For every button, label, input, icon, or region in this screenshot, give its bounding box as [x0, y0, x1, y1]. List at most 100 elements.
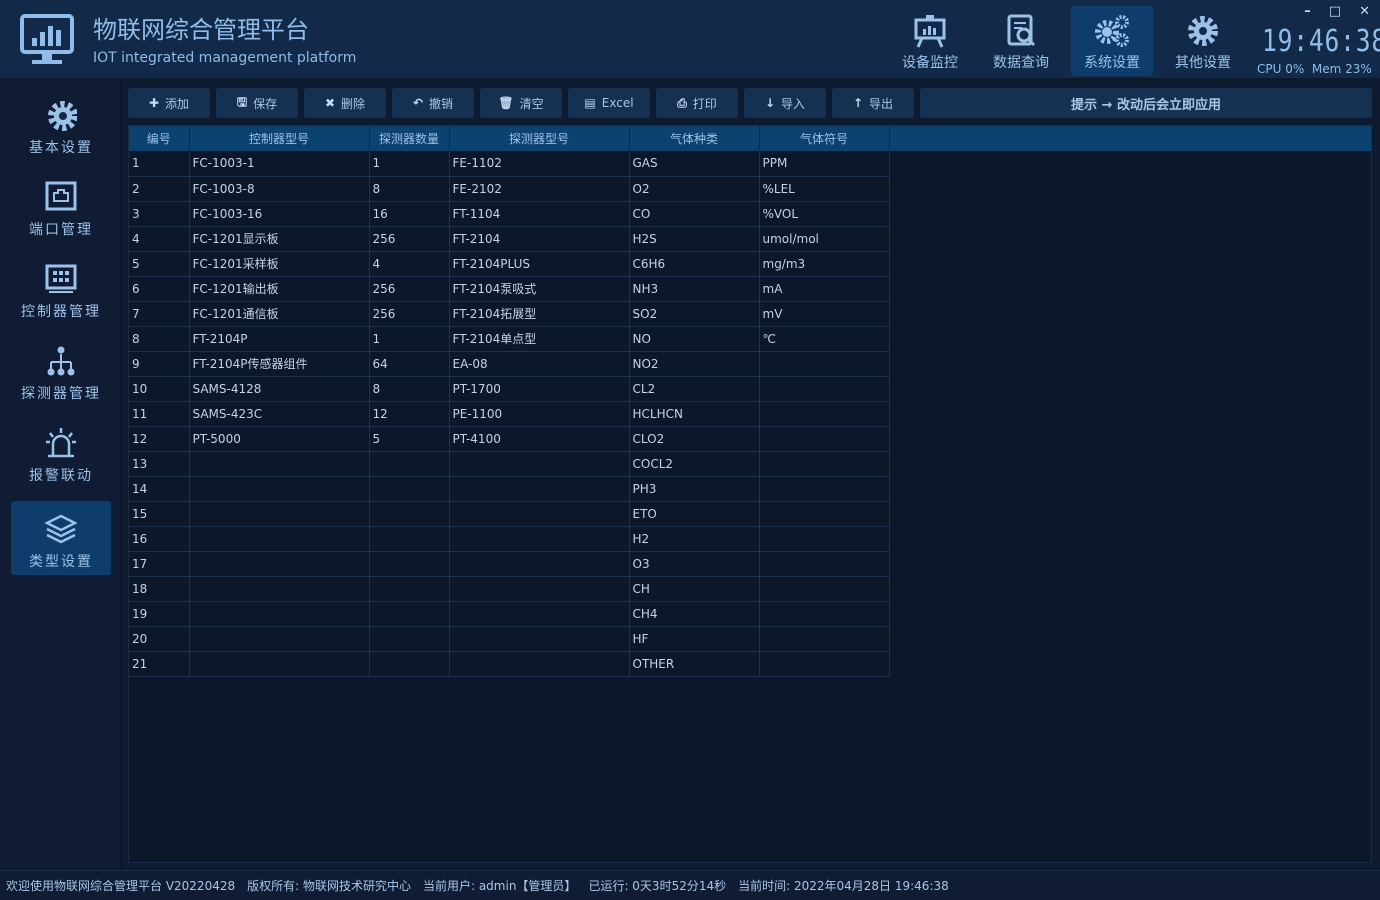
table-cell[interactable]	[449, 576, 630, 602]
table-cell[interactable]: FT-2104P传感器组件	[189, 351, 370, 377]
table-cell[interactable]: CH	[629, 576, 760, 602]
table-cell[interactable]	[189, 451, 370, 477]
table-cell[interactable]: mV	[759, 301, 890, 327]
table-cell[interactable]: 64	[369, 351, 450, 377]
table-cell[interactable]: O2	[629, 176, 760, 202]
column-header[interactable]: 探测器型号	[449, 126, 630, 151]
table-cell[interactable]	[189, 501, 370, 527]
table-cell[interactable]: SO2	[629, 301, 760, 327]
sidebar-item-1[interactable]: 端口管理	[11, 169, 111, 243]
nav-presentation-chart[interactable]: 设备监控	[889, 6, 971, 76]
table-cell[interactable]: OTHER	[629, 651, 760, 677]
table-row[interactable]: 11 SAMS-423C 12 PE-1100 HCLHCN	[129, 401, 890, 427]
table-row[interactable]: 1 FC-1003-1 1 FE-1102 GAS PPM	[129, 151, 890, 177]
table-cell[interactable]: 5	[129, 251, 190, 277]
table-cell[interactable]: 1	[369, 326, 450, 352]
table-cell[interactable]	[449, 551, 630, 577]
table-row[interactable]: 13 COCL2	[129, 451, 890, 477]
table-cell[interactable]	[369, 601, 450, 627]
toolbar-button-arrow-up[interactable]: ↑ 导出	[832, 88, 914, 118]
table-cell[interactable]	[759, 651, 890, 677]
table-cell[interactable]	[189, 476, 370, 502]
table-cell[interactable]: 10	[129, 376, 190, 402]
toolbar-button-x[interactable]: ✖ 删除	[304, 88, 386, 118]
table-cell[interactable]: umol/mol	[759, 226, 890, 252]
table-row[interactable]: 12 PT-5000 5 PT-4100 CLO2	[129, 426, 890, 452]
table-cell[interactable]: 17	[129, 551, 190, 577]
table-cell[interactable]: FT-1104	[449, 201, 630, 227]
table-cell[interactable]: mg/m3	[759, 251, 890, 277]
table-cell[interactable]	[759, 376, 890, 402]
table-cell[interactable]: 12	[369, 401, 450, 427]
table-row[interactable]: 19 CH4	[129, 601, 890, 627]
table-cell[interactable]	[759, 476, 890, 502]
table-cell[interactable]: FE-2102	[449, 176, 630, 202]
table-cell[interactable]	[759, 351, 890, 377]
table-cell[interactable]: FC-1003-1	[189, 151, 370, 177]
table-cell[interactable]: 5	[369, 426, 450, 452]
table-cell[interactable]: NH3	[629, 276, 760, 302]
toolbar-button-plus[interactable]: ✚ 添加	[128, 88, 210, 118]
table-cell[interactable]: FC-1201输出板	[189, 276, 370, 302]
table-cell[interactable]	[759, 551, 890, 577]
table-cell[interactable]: FT-2104单点型	[449, 326, 630, 352]
table-cell[interactable]: 256	[369, 276, 450, 302]
minimize-button[interactable]: –	[1304, 4, 1311, 19]
table-cell[interactable]	[369, 651, 450, 677]
table-cell[interactable]: 18	[129, 576, 190, 602]
sidebar-item-4[interactable]: 报警联动	[11, 415, 111, 489]
nav-gear[interactable]: 其他设置	[1162, 6, 1244, 76]
table-row[interactable]: 10 SAMS-4128 8 PT-1700 CL2	[129, 376, 890, 402]
table-row[interactable]: 14 PH3	[129, 476, 890, 502]
table-cell[interactable]: PPM	[759, 151, 890, 177]
table-cell[interactable]	[369, 551, 450, 577]
table-cell[interactable]: 12	[129, 426, 190, 452]
table-cell[interactable]: 15	[129, 501, 190, 527]
table-cell[interactable]	[189, 551, 370, 577]
maximize-button[interactable]: □	[1328, 4, 1342, 19]
table-cell[interactable]	[759, 626, 890, 652]
table-cell[interactable]: CH4	[629, 601, 760, 627]
table-cell[interactable]: FT-2104P	[189, 326, 370, 352]
table-cell[interactable]: 8	[369, 376, 450, 402]
table-cell[interactable]: SAMS-423C	[189, 401, 370, 427]
table-cell[interactable]	[759, 526, 890, 552]
toolbar-button-arrow-down[interactable]: ↓ 导入	[744, 88, 826, 118]
table-cell[interactable]	[759, 501, 890, 527]
table-cell[interactable]	[369, 626, 450, 652]
table-cell[interactable]: 7	[129, 301, 190, 327]
sidebar-item-5[interactable]: 类型设置	[11, 501, 111, 575]
table-cell[interactable]: FT-2104PLUS	[449, 251, 630, 277]
table-row[interactable]: 18 CH	[129, 576, 890, 602]
column-header[interactable]: 探测器数量	[369, 126, 450, 151]
table-cell[interactable]: 2	[129, 176, 190, 202]
toolbar-button-save[interactable]: 🖫 保存	[216, 88, 298, 118]
table-cell[interactable]: CLO2	[629, 426, 760, 452]
table-cell[interactable]: 4	[369, 251, 450, 277]
table-cell[interactable]: H2S	[629, 226, 760, 252]
sidebar-item-2[interactable]: 控制器管理	[11, 251, 111, 325]
table-cell[interactable]: 13	[129, 451, 190, 477]
table-cell[interactable]: 6	[129, 276, 190, 302]
table-row[interactable]: 9 FT-2104P传感器组件 64 EA-08 NO2	[129, 351, 890, 377]
table-cell[interactable]	[449, 501, 630, 527]
table-row[interactable]: 4 FC-1201显示板 256 FT-2104 H2S umol/mol	[129, 226, 890, 252]
table-cell[interactable]	[189, 626, 370, 652]
column-header[interactable]: 编号	[129, 126, 190, 151]
column-header[interactable]: 气体符号	[759, 126, 890, 151]
table-row[interactable]: 7 FC-1201通信板 256 FT-2104拓展型 SO2 mV	[129, 301, 890, 327]
table-cell[interactable]	[449, 476, 630, 502]
table-cell[interactable]	[369, 526, 450, 552]
table-cell[interactable]	[369, 476, 450, 502]
table-cell[interactable]: FT-2104泵吸式	[449, 276, 630, 302]
table-cell[interactable]	[189, 526, 370, 552]
table-row[interactable]: 5 FC-1201采样板 4 FT-2104PLUS C6H6 mg/m3	[129, 251, 890, 277]
table-row[interactable]: 16 H2	[129, 526, 890, 552]
table-cell[interactable]	[759, 601, 890, 627]
table-cell[interactable]: 16	[369, 201, 450, 227]
table-cell[interactable]: O3	[629, 551, 760, 577]
table-cell[interactable]: FC-1201显示板	[189, 226, 370, 252]
close-button[interactable]: ✕	[1359, 4, 1370, 19]
table-cell[interactable]: EA-08	[449, 351, 630, 377]
table-row[interactable]: 3 FC-1003-16 16 FT-1104 CO %VOL	[129, 201, 890, 227]
